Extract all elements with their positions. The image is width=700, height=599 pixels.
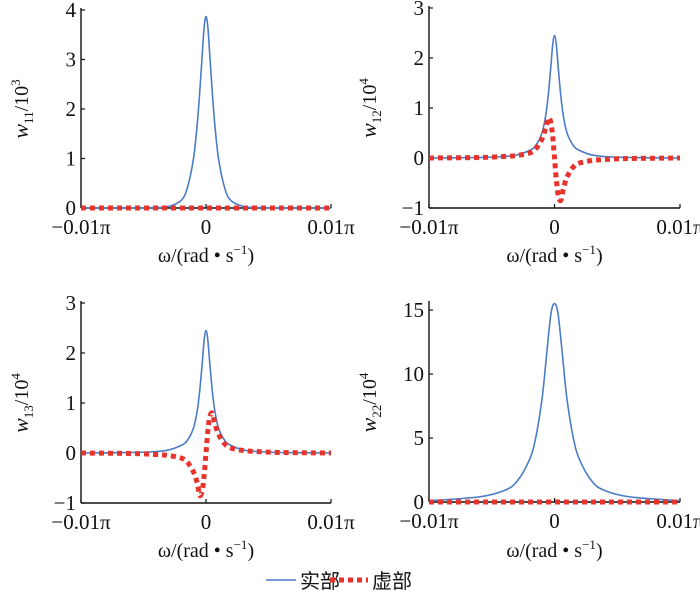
y-label-var: w bbox=[8, 124, 33, 139]
x-label-text: ω/(rad • s bbox=[158, 540, 234, 562]
y-label-sub: 22 bbox=[369, 405, 384, 418]
y-tick-label: −1 bbox=[402, 196, 424, 220]
x-tick-label: −0.01π bbox=[399, 509, 459, 533]
x-label-post: ) bbox=[247, 245, 254, 267]
x-label-text: ω/(rad • s bbox=[506, 245, 582, 267]
x-label-text: ω/(rad • s bbox=[158, 245, 234, 267]
y-tick-label: 2 bbox=[66, 341, 77, 365]
y-label-sup: 3 bbox=[8, 79, 23, 86]
x-label-sup: −1 bbox=[582, 537, 596, 552]
y-tick-label: 0 bbox=[414, 490, 425, 514]
y-tick-label: 4 bbox=[66, 0, 77, 22]
y-tick-label: 0 bbox=[66, 196, 77, 220]
y-label-mid: /10 bbox=[359, 85, 381, 111]
y-tick-label: 1 bbox=[66, 391, 77, 415]
x-tick-label: 0.01π bbox=[656, 509, 700, 533]
y-label-sup: 4 bbox=[356, 78, 371, 85]
y-axis-label: w12/104 bbox=[356, 78, 384, 138]
series-real-line bbox=[80, 15, 332, 209]
y-label-sub: 11 bbox=[21, 111, 36, 124]
y-label-mid: /10 bbox=[11, 86, 33, 112]
y-label-sup: 4 bbox=[356, 372, 371, 379]
series-real-line bbox=[80, 329, 332, 454]
x-axis-label: ω/(rad • s−1) bbox=[506, 537, 602, 562]
y-tick-label: 1 bbox=[66, 147, 77, 171]
x-axis-label: ω/(rad • s−1) bbox=[506, 242, 602, 267]
x-label-post: ) bbox=[596, 245, 603, 267]
y-tick-label: 0 bbox=[414, 146, 425, 170]
y-tick-label: 1 bbox=[414, 96, 425, 120]
x-label-text: ω/(rad • s bbox=[506, 540, 582, 562]
x-tick-label: −0.01π bbox=[51, 215, 111, 239]
y-tick-label: 2 bbox=[66, 97, 77, 121]
y-tick-label: 10 bbox=[403, 362, 424, 386]
y-tick-label: 3 bbox=[66, 48, 77, 72]
x-label-post: ) bbox=[596, 540, 603, 562]
series-real-line bbox=[428, 34, 681, 159]
x-tick-label: 0.01π bbox=[307, 215, 355, 239]
legend: 实部 虚部 bbox=[266, 569, 412, 593]
x-tick-label: 0.01π bbox=[656, 215, 700, 239]
x-tick-label: −0.01π bbox=[399, 215, 459, 239]
x-label-sup: −1 bbox=[234, 242, 248, 257]
y-tick-label: 3 bbox=[414, 0, 425, 20]
legend-imag-label: 虚部 bbox=[372, 569, 412, 593]
x-tick-label: 0 bbox=[201, 510, 212, 534]
y-label-var: w bbox=[8, 418, 33, 433]
y-label-sub: 13 bbox=[21, 405, 36, 418]
y-axis-label: w13/104 bbox=[8, 373, 36, 433]
y-label-var: w bbox=[356, 417, 381, 432]
x-tick-label: 0 bbox=[549, 509, 560, 533]
x-tick-label: 0 bbox=[549, 215, 560, 239]
x-tick-label: −0.01π bbox=[51, 510, 111, 534]
x-label-sup: −1 bbox=[234, 537, 248, 552]
y-axis-label: w22/104 bbox=[356, 372, 384, 432]
series-imag-line bbox=[80, 410, 332, 499]
series-imag-line bbox=[428, 115, 681, 204]
y-label-mid: /10 bbox=[359, 379, 381, 405]
y-label-mid: /10 bbox=[11, 380, 33, 406]
y-tick-label: 2 bbox=[414, 46, 425, 70]
x-tick-label: 0 bbox=[201, 215, 212, 239]
x-label-post: ) bbox=[247, 540, 254, 562]
y-label-var: w bbox=[356, 123, 381, 138]
y-tick-label: 15 bbox=[403, 298, 424, 322]
x-tick-label: 0.01π bbox=[307, 510, 355, 534]
x-label-sup: −1 bbox=[582, 242, 596, 257]
x-axis-label: ω/(rad • s−1) bbox=[158, 537, 254, 562]
y-axis-label: w11/103 bbox=[8, 79, 36, 138]
y-tick-label: 0 bbox=[66, 441, 77, 465]
y-tick-label: 3 bbox=[66, 291, 77, 315]
y-label-sup: 4 bbox=[8, 373, 23, 380]
y-tick-label: 5 bbox=[414, 426, 425, 450]
y-label-sub: 12 bbox=[369, 110, 384, 123]
x-axis-label: ω/(rad • s−1) bbox=[158, 242, 254, 267]
y-tick-label: −1 bbox=[54, 491, 76, 515]
series-real-line bbox=[428, 302, 681, 502]
